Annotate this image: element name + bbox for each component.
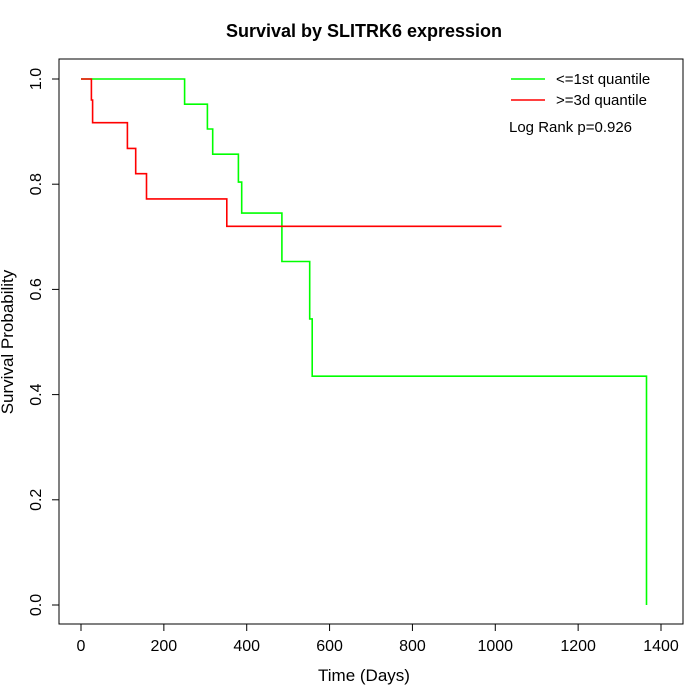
- y-axis: 0.0 0.2 0.4 0.6 0.8 1.0: [28, 68, 60, 616]
- x-tick-label: 1000: [477, 638, 513, 655]
- survival-curve: [81, 78, 502, 228]
- chart-title: Survival by SLITRK6 expression: [226, 21, 502, 41]
- x-tick-label: 600: [316, 638, 343, 655]
- y-tick-label: 0.0: [28, 594, 45, 616]
- x-axis: 0 200 400 600 800 1000 1200 1400: [77, 623, 679, 655]
- x-axis-label: Time (Days): [318, 666, 410, 685]
- x-tick-label: 200: [151, 638, 178, 655]
- x-tick-label: 1400: [643, 638, 679, 655]
- legend-label: <=1st quantile: [556, 71, 650, 88]
- legend: <=1st quantile >=3d quantile: [511, 71, 650, 109]
- x-tick-label: 0: [77, 638, 86, 655]
- series-layer: [81, 78, 648, 605]
- y-tick-label: 0.2: [28, 489, 45, 511]
- log-rank-annotation: Log Rank p=0.926: [509, 119, 632, 136]
- x-tick-label: 1200: [560, 638, 596, 655]
- y-tick-label: 1.0: [28, 68, 45, 90]
- plot-frame: [58, 58, 684, 625]
- y-tick-label: 0.4: [28, 383, 45, 405]
- y-tick-label: 0.6: [28, 278, 45, 300]
- y-tick-label: 0.8: [28, 173, 45, 195]
- y-axis-label: Survival Probability: [0, 269, 17, 414]
- x-tick-label: 400: [233, 638, 260, 655]
- legend-label: >=3d quantile: [556, 92, 647, 109]
- survival-curve: [81, 78, 648, 605]
- x-tick-label: 800: [399, 638, 426, 655]
